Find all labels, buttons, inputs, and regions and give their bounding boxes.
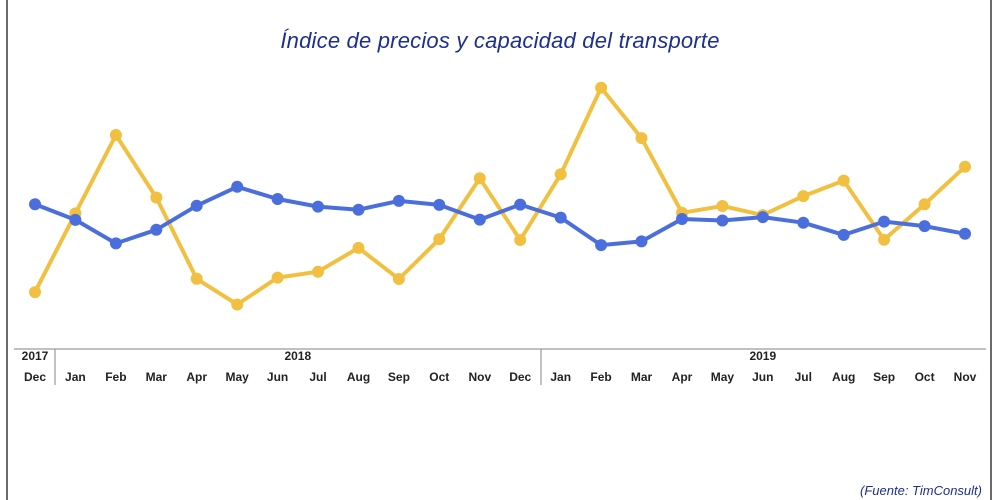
data-point-capacidad [635,132,648,145]
data-point-precio [271,193,284,205]
x-tick-label: Jun [267,370,288,384]
data-point-precio [878,215,891,228]
x-tick-label: Nov [468,370,491,384]
data-point-precio [716,214,729,227]
data-point-precio [392,194,405,207]
x-tick-label: Nov [954,370,977,384]
x-year-label: 2019 [749,349,776,363]
data-point-capacidad [837,174,850,187]
x-tick-label: Feb [590,370,611,384]
x-tick-label: Mar [631,370,653,384]
data-point-capacidad [29,286,41,299]
x-tick-label: Mar [146,370,168,384]
chart-frame [6,0,992,500]
data-point-precio [231,180,244,193]
data-point-precio [109,237,122,250]
data-point-precio [312,200,324,213]
x-tick-label: Aug [347,370,370,384]
data-point-capacidad [271,271,284,284]
x-tick-label: Jul [309,370,326,384]
data-point-capacidad [595,81,608,94]
x-tick-label: Sep [388,370,410,384]
source-note: (Fuente: TimConsult) [860,483,982,498]
series-line-capacidad [33,85,967,307]
data-point-precio [29,198,41,211]
data-point-capacidad [797,190,810,203]
data-point-capacidad [312,265,324,278]
data-point-capacidad [514,234,527,246]
data-point-precio [433,198,446,211]
data-point-precio [676,213,688,225]
x-tick-label: Dec [509,370,531,384]
data-point-precio [959,227,971,240]
x-year-label: 2017 [22,349,49,363]
x-tick-label: Jul [795,370,812,384]
x-tick-label: Jun [752,370,773,384]
data-point-precio [554,211,567,224]
data-point-precio [635,235,648,248]
data-point-precio [797,216,810,229]
data-point-precio [352,203,365,216]
data-point-precio [150,223,163,236]
data-point-capacidad [352,241,365,254]
series-line-precio [34,184,966,248]
x-tick-label: Sep [873,370,895,384]
data-point-capacidad [878,233,891,246]
data-point-capacidad [473,172,486,185]
x-tick-label: Aug [832,370,855,384]
data-point-precio [190,199,203,212]
x-tick-label: Jan [550,370,571,384]
data-point-precio [595,239,608,252]
x-tick-label: Dec [24,370,46,384]
data-point-precio [69,213,82,226]
x-tick-label: Feb [105,370,126,384]
data-point-precio [837,228,850,241]
data-point-precio [918,220,931,233]
chart-title: Índice de precios y capacidad del transp… [280,28,720,53]
data-point-precio [514,198,527,211]
data-point-capacidad [716,200,729,212]
data-point-capacidad [918,198,931,211]
data-point-capacidad [959,160,971,173]
x-tick-label: Apr [186,370,207,384]
x-tick-label: May [711,370,735,384]
data-point-precio [473,213,486,226]
data-point-capacidad [554,168,567,181]
data-point-capacidad [190,272,203,285]
x-tick-label: Oct [429,370,449,384]
data-point-capacidad [150,191,163,204]
x-tick-label: Oct [915,370,935,384]
x-tick-label: May [226,370,250,384]
x-year-label: 2018 [284,349,311,363]
data-point-capacidad [231,298,244,311]
data-point-capacidad [109,129,122,141]
x-tick-label: Jan [65,370,86,384]
data-point-precio [756,211,769,224]
data-point-capacidad [392,273,405,285]
x-tick-label: Apr [672,370,693,384]
data-point-capacidad [433,233,446,246]
